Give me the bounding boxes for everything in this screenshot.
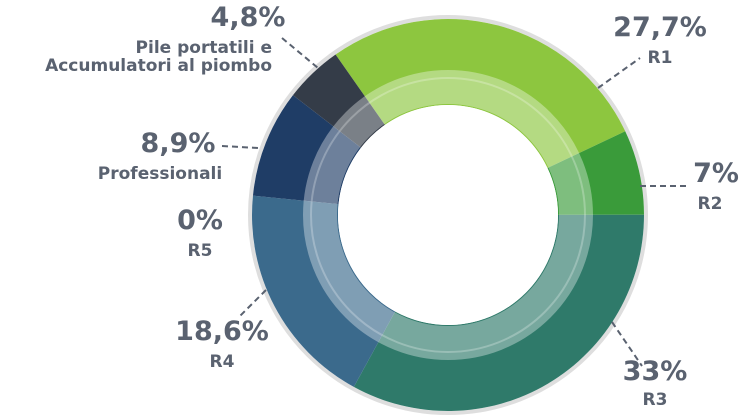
value-label: 33%: [622, 356, 688, 387]
value-label: 4,8%: [210, 2, 286, 33]
category-label: R2: [697, 194, 723, 214]
value-label: 27,7%: [613, 12, 707, 43]
category-label: R4: [209, 352, 235, 372]
slice: [547, 131, 644, 215]
donut-hole: [338, 105, 558, 325]
category-label: R5: [187, 241, 213, 261]
slices: [252, 18, 644, 411]
value-label: 18,6%: [175, 316, 269, 347]
outer-border: [248, 15, 648, 415]
category-label: Pile portatili e Accumulatori al piombo: [45, 38, 272, 76]
slice: [292, 54, 385, 148]
slice: [252, 95, 361, 205]
slice: [335, 18, 626, 169]
leader-line: [221, 145, 259, 149]
leader-line: [281, 37, 319, 69]
slice: [353, 214, 644, 411]
inner-ring-line: [310, 77, 586, 353]
category-label: R1: [647, 48, 673, 68]
category-label: Professionali: [97, 164, 223, 184]
inner-ring: [303, 70, 593, 360]
value-label: 7%: [693, 158, 739, 189]
value-label: 8,9%: [140, 128, 216, 159]
value-label: 0%: [177, 205, 223, 236]
category-label: R3: [642, 390, 668, 410]
slice: [252, 195, 396, 387]
leader-line: [237, 289, 267, 319]
leader-line: [597, 57, 641, 89]
leader-line: [611, 321, 643, 367]
